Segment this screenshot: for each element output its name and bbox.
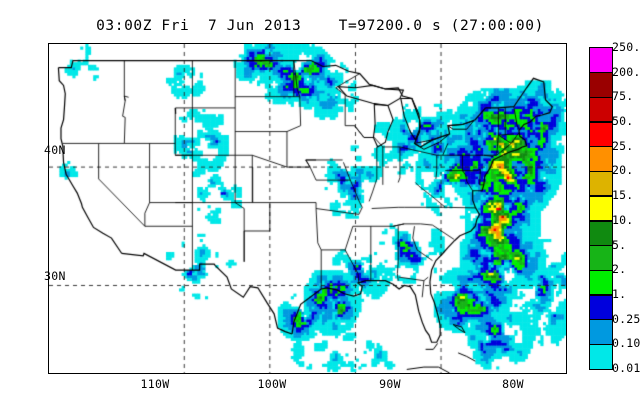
- colorbar-band-010: [590, 344, 612, 369]
- colorbar-tick-025: 0.25: [612, 311, 640, 326]
- colorbar-tick-75: 75.: [612, 89, 634, 104]
- colorbar-separator: [590, 71, 612, 74]
- figure-title: 03:00Z Fri 7 Jun 2013 T=97200.0 s (27:00…: [96, 18, 544, 34]
- colorbar-band-2: [590, 270, 612, 295]
- colorbar-separator: [590, 294, 612, 296]
- colorbar-separator: [590, 318, 612, 321]
- colorbar-band-250: [590, 48, 612, 73]
- x-tick-100w: 100W: [257, 377, 287, 391]
- colorbar-tick-200: 200.: [612, 64, 640, 79]
- precipitation-colorbar[interactable]: [589, 47, 613, 370]
- colorbar-tick-5: 5.: [612, 237, 627, 252]
- colorbar-band-15: [590, 196, 612, 221]
- precipitation-map-canvas[interactable]: [49, 44, 566, 373]
- colorbar-separator: [590, 121, 612, 123]
- colorbar-tick-20: 20.: [612, 163, 634, 178]
- map-panel[interactable]: [48, 43, 567, 374]
- colorbar-tick-25: 25.: [612, 138, 634, 153]
- colorbar-separator: [590, 170, 612, 173]
- colorbar-tick-010: 0.10: [612, 336, 640, 351]
- colorbar-separator: [590, 269, 612, 271]
- colorbar-separator: [590, 96, 612, 99]
- colorbar-band-75: [590, 97, 612, 123]
- colorbar-separator: [590, 343, 612, 345]
- colorbar-band-20: [590, 171, 612, 197]
- y-tick-40n: 40N: [44, 143, 66, 157]
- y-tick-30n: 30N: [44, 269, 66, 283]
- colorbar-band-25: [590, 146, 612, 172]
- colorbar-tick-001: 0.01: [612, 361, 640, 375]
- colorbar-band-10: [590, 220, 612, 246]
- colorbar-band-1: [590, 294, 612, 320]
- colorbar-band-50: [590, 122, 612, 147]
- colorbar-tick-2: 2.: [612, 262, 627, 277]
- colorbar-tick-10: 10.: [612, 212, 634, 227]
- colorbar-separator: [590, 195, 612, 197]
- colorbar-separator: [590, 244, 612, 247]
- colorbar-band-5: [590, 245, 612, 271]
- x-tick-110w: 110W: [140, 377, 170, 391]
- colorbar-tick-50: 50.: [612, 114, 634, 129]
- colorbar-tick-250: 250.: [612, 40, 640, 54]
- colorbar-separator: [590, 146, 612, 148]
- colorbar-tick-1: 1.: [612, 286, 627, 301]
- colorbar-separator: [590, 220, 612, 222]
- colorbar-band-200: [590, 72, 612, 98]
- colorbar-tick-15: 15.: [612, 188, 634, 203]
- x-tick-90w: 90W: [379, 377, 401, 391]
- colorbar-band-025: [590, 319, 612, 345]
- x-tick-80w: 80W: [502, 377, 524, 391]
